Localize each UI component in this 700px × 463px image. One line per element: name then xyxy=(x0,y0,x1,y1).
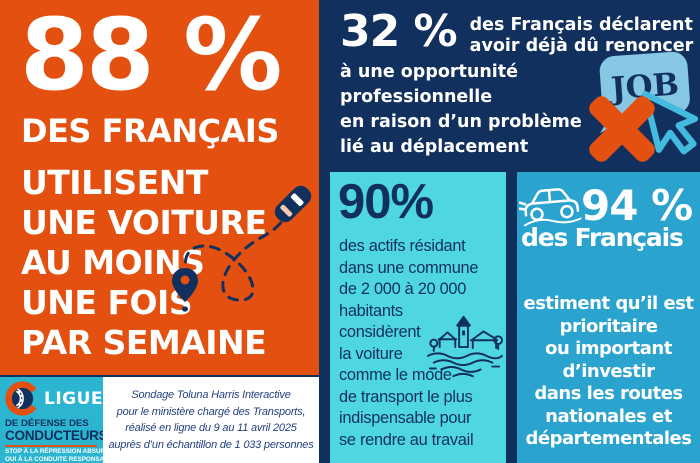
text-line: UNE VOITURE xyxy=(21,203,267,242)
logo-slogan: STOP À LA RÉPRESSION ABSURDE. OUI À LA C… xyxy=(5,448,117,463)
text-line: ou important xyxy=(545,338,672,359)
text-line: de transport le plus xyxy=(339,387,473,406)
text-line: des actifs résidant xyxy=(339,237,466,255)
stat-88: 88 % xyxy=(20,0,282,113)
text-line: comme le mode xyxy=(339,366,452,384)
text-line: STOP À LA RÉPRESSION ABSURDE. xyxy=(5,448,116,455)
text-line: en raison d’un problème xyxy=(340,112,582,132)
text-line: estiment qu’il est xyxy=(523,293,694,314)
stat-32: 32 % xyxy=(340,6,458,57)
survey-source-text: Sondage Toluna Harris Interactive pour l… xyxy=(103,387,319,453)
cross-icon xyxy=(589,96,655,162)
text-line: à une opportunité xyxy=(340,62,519,82)
ligue-logo-block: LIGUE DE DÉFENSE DES CONDUCTEURS STOP À … xyxy=(0,377,117,463)
stat-90: 90% xyxy=(338,175,434,229)
location-pin-icon xyxy=(172,268,198,312)
car-route-icon xyxy=(172,185,312,312)
panel-94-percent: 94 % des Français estiment qu’il est pri… xyxy=(517,172,700,463)
logo-divider xyxy=(5,445,97,447)
job-crossed-icon: JOB xyxy=(589,51,698,162)
stat-88-title: DES FRANÇAIS xyxy=(21,112,279,150)
text-line: la voiture xyxy=(339,344,403,363)
text-line: indispensable pour xyxy=(339,409,472,427)
stat-90-text: des actifs résidant dans une commune de … xyxy=(339,236,478,451)
text-line: nationales et xyxy=(545,405,672,427)
village-icon xyxy=(426,315,504,378)
stat-88-text: UTILISENT UNE VOITURE AU MOINS UNE FOIS … xyxy=(21,163,267,363)
car-front-icon xyxy=(519,188,582,227)
text-line: OUI À LA CONDUITE RESPONSABLE xyxy=(5,455,117,463)
text-line: dans les routes xyxy=(534,383,683,404)
stat-32-side-text: des Français déclarent avoir déjà dû ren… xyxy=(470,15,694,57)
text-line: dans une commune xyxy=(339,258,479,277)
text-line: UNE FOIS xyxy=(21,283,193,322)
text-line: habitants xyxy=(339,301,403,320)
text-line: d’investir xyxy=(562,360,655,382)
text-line: pour le ministère chargé des Transports, xyxy=(116,405,306,418)
car-top-icon xyxy=(274,185,312,223)
text-line: des Français déclarent xyxy=(469,15,693,35)
text-line: auprès d’un échantillon de 1 033 personn… xyxy=(108,438,314,451)
text-line: se rendre au travail xyxy=(339,430,474,449)
text-line: PAR SEMAINE xyxy=(21,323,267,362)
logo-word-conducteurs: CONDUCTEURS xyxy=(5,428,108,443)
survey-source-block: Sondage Toluna Harris Interactive pour l… xyxy=(103,377,319,463)
stat-94-text: estiment qu’il est prioritaire ou import… xyxy=(517,293,700,451)
stat-32-text: à une opportunité professionnelle en rai… xyxy=(340,60,582,160)
cursor-icon xyxy=(641,90,698,155)
text-line: lié au déplacement xyxy=(340,137,529,157)
text-line: départementales xyxy=(525,428,692,449)
text-line: professionnelle xyxy=(340,87,493,107)
text-line: avoir déjà dû renoncer xyxy=(469,36,694,56)
text-line: réalisé en ligne du 9 au 11 avril 2025 xyxy=(125,422,297,434)
stat-94-subtitle: des Français xyxy=(521,223,684,252)
stat-94: 94 % xyxy=(581,181,693,230)
text-line: UTILISENT xyxy=(21,163,208,202)
text-line: de 2 000 à 20 000 xyxy=(339,280,467,298)
ligue-emblem-icon xyxy=(5,381,40,416)
text-line: considèrent xyxy=(339,323,421,341)
logo-word-defense: DE DÉFENSE DES xyxy=(5,418,89,429)
panel-32-percent: 32 % des Français déclarent avoir déjà d… xyxy=(330,0,700,172)
text-line: prioritaire xyxy=(559,315,658,337)
logo-word-ligue: LIGUE xyxy=(44,388,104,409)
panel-88-percent: 88 % DES FRANÇAIS UTILISENT UNE VOITURE … xyxy=(0,0,319,375)
panel-90-percent: 90% des actifs résidant dans une commune… xyxy=(330,172,506,463)
text-line: Sondage Toluna Harris Interactive xyxy=(131,389,291,401)
